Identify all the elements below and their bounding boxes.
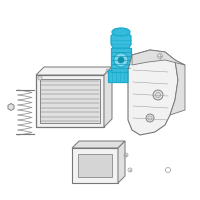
Circle shape	[38, 76, 42, 80]
Polygon shape	[104, 67, 112, 127]
Polygon shape	[132, 50, 185, 65]
Circle shape	[153, 90, 163, 100]
Polygon shape	[8, 104, 14, 110]
Circle shape	[118, 57, 124, 63]
Bar	[108, 70, 134, 82]
Ellipse shape	[112, 28, 130, 36]
Polygon shape	[36, 67, 112, 75]
Polygon shape	[128, 50, 178, 135]
Polygon shape	[170, 60, 185, 115]
Circle shape	[114, 53, 128, 67]
Polygon shape	[118, 141, 125, 183]
Bar	[78, 154, 112, 177]
Polygon shape	[111, 32, 131, 48]
Bar	[36, 75, 104, 127]
Polygon shape	[72, 141, 125, 148]
Bar	[111, 48, 131, 72]
Circle shape	[146, 114, 154, 122]
Bar	[72, 148, 118, 183]
Bar	[40, 79, 100, 123]
